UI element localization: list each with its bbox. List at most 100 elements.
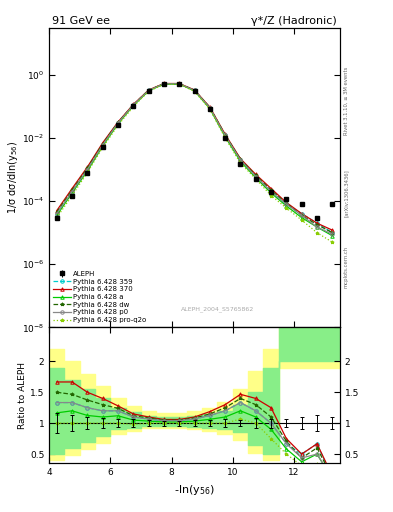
Pythia 6.428 a: [162, 81, 166, 87]
Text: ALEPH_2004_S5765862: ALEPH_2004_S5765862: [181, 307, 254, 312]
Pythia 6.428 pro-q2o: [54, 215, 59, 221]
Pythia 6.428 370: [192, 87, 197, 93]
Pythia 6.428 359: [116, 120, 120, 126]
Pythia 6.428 370: [54, 207, 59, 214]
Pythia 6.428 p0: [269, 188, 274, 195]
Pythia 6.428 359: [192, 88, 197, 94]
Pythia 6.428 a: [330, 232, 335, 239]
Pythia 6.428 pro-q2o: [208, 106, 212, 113]
Pythia 6.428 370: [208, 104, 212, 110]
Pythia 6.428 370: [70, 185, 74, 191]
Pythia 6.428 359: [70, 188, 74, 195]
Pythia 6.428 359: [54, 210, 59, 217]
Pythia 6.428 pro-q2o: [85, 169, 90, 176]
Text: γ*/Z (Hadronic): γ*/Z (Hadronic): [251, 16, 337, 26]
Line: Pythia 6.428 p0: Pythia 6.428 p0: [55, 82, 334, 236]
Pythia 6.428 pro-q2o: [330, 239, 335, 245]
Pythia 6.428 a: [192, 88, 197, 94]
Pythia 6.428 pro-q2o: [131, 103, 136, 110]
Pythia 6.428 359: [146, 88, 151, 94]
Pythia 6.428 p0: [177, 81, 182, 87]
Pythia 6.428 359: [177, 81, 182, 87]
Pythia 6.428 p0: [208, 105, 212, 111]
X-axis label: -ln(y$_{56}$): -ln(y$_{56}$): [174, 483, 215, 497]
Pythia 6.428 pro-q2o: [238, 160, 243, 166]
Pythia 6.428 359: [330, 229, 335, 236]
Line: Pythia 6.428 359: Pythia 6.428 359: [55, 82, 334, 234]
Pythia 6.428 dw: [269, 187, 274, 194]
Pythia 6.428 pro-q2o: [223, 135, 228, 141]
Pythia 6.428 a: [177, 81, 182, 87]
Pythia 6.428 359: [223, 133, 228, 139]
Pythia 6.428 359: [284, 201, 289, 207]
Pythia 6.428 359: [208, 105, 212, 111]
Pythia 6.428 p0: [100, 142, 105, 148]
Pythia 6.428 359: [162, 81, 166, 87]
Pythia 6.428 359: [253, 174, 258, 180]
Pythia 6.428 359: [269, 188, 274, 195]
Pythia 6.428 p0: [131, 102, 136, 108]
Pythia 6.428 p0: [192, 88, 197, 94]
Pythia 6.428 dw: [131, 102, 136, 108]
Pythia 6.428 370: [162, 80, 166, 87]
Pythia 6.428 p0: [146, 88, 151, 94]
Pythia 6.428 370: [116, 119, 120, 125]
Pythia 6.428 dw: [70, 187, 74, 194]
Pythia 6.428 p0: [223, 133, 228, 139]
Pythia 6.428 359: [299, 210, 304, 217]
Line: Pythia 6.428 dw: Pythia 6.428 dw: [55, 82, 334, 234]
Line: Pythia 6.428 a: Pythia 6.428 a: [55, 82, 334, 238]
Pythia 6.428 dw: [223, 132, 228, 138]
Pythia 6.428 p0: [162, 81, 166, 87]
Pythia 6.428 a: [238, 158, 243, 164]
Pythia 6.428 p0: [85, 166, 90, 173]
Pythia 6.428 pro-q2o: [192, 88, 197, 94]
Pythia 6.428 359: [131, 102, 136, 108]
Pythia 6.428 a: [54, 212, 59, 219]
Pythia 6.428 a: [131, 102, 136, 109]
Pythia 6.428 dw: [253, 173, 258, 179]
Pythia 6.428 359: [100, 142, 105, 148]
Pythia 6.428 p0: [70, 188, 74, 195]
Pythia 6.428 a: [299, 215, 304, 221]
Pythia 6.428 p0: [238, 157, 243, 163]
Text: mcplots.cern.ch: mcplots.cern.ch: [344, 246, 349, 288]
Pythia 6.428 p0: [116, 120, 120, 126]
Pythia 6.428 370: [131, 101, 136, 108]
Line: Pythia 6.428 pro-q2o: Pythia 6.428 pro-q2o: [55, 82, 334, 244]
Pythia 6.428 pro-q2o: [315, 229, 320, 236]
Pythia 6.428 370: [299, 210, 304, 217]
Pythia 6.428 p0: [299, 212, 304, 219]
Pythia 6.428 pro-q2o: [253, 176, 258, 182]
Pythia 6.428 pro-q2o: [299, 217, 304, 223]
Pythia 6.428 p0: [253, 174, 258, 180]
Line: Pythia 6.428 370: Pythia 6.428 370: [55, 82, 334, 232]
Pythia 6.428 a: [70, 190, 74, 196]
Pythia 6.428 a: [85, 168, 90, 174]
Pythia 6.428 a: [100, 143, 105, 149]
Pythia 6.428 pro-q2o: [177, 81, 182, 88]
Pythia 6.428 370: [238, 156, 243, 162]
Pythia 6.428 dw: [85, 165, 90, 172]
Pythia 6.428 359: [85, 166, 90, 173]
Pythia 6.428 a: [269, 190, 274, 196]
Pythia 6.428 p0: [284, 201, 289, 207]
Pythia 6.428 pro-q2o: [100, 144, 105, 151]
Pythia 6.428 370: [269, 185, 274, 191]
Pythia 6.428 dw: [192, 87, 197, 93]
Pythia 6.428 dw: [116, 119, 120, 125]
Pythia 6.428 a: [223, 134, 228, 140]
Pythia 6.428 dw: [284, 200, 289, 206]
Pythia 6.428 pro-q2o: [269, 193, 274, 199]
Pythia 6.428 dw: [238, 156, 243, 162]
Pythia 6.428 370: [85, 164, 90, 170]
Pythia 6.428 359: [315, 220, 320, 226]
Pythia 6.428 370: [177, 80, 182, 87]
Pythia 6.428 dw: [208, 104, 212, 111]
Y-axis label: 1/σ dσ/dln(y$_{56}$): 1/σ dσ/dln(y$_{56}$): [6, 141, 20, 215]
Pythia 6.428 dw: [162, 80, 166, 87]
Pythia 6.428 a: [284, 203, 289, 209]
Pythia 6.428 dw: [177, 80, 182, 87]
Pythia 6.428 pro-q2o: [162, 81, 166, 88]
Pythia 6.428 370: [253, 172, 258, 178]
